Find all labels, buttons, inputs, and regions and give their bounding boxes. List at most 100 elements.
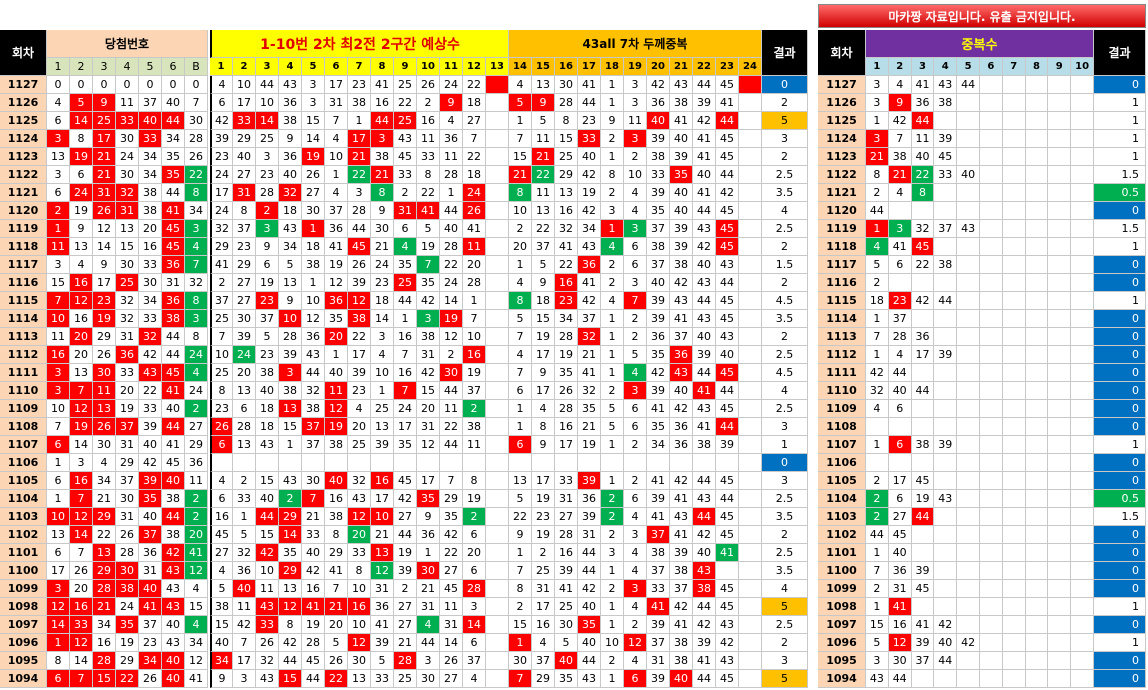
mid-number: 16 bbox=[348, 598, 371, 616]
dup-result: 1 bbox=[1094, 292, 1146, 310]
mid-number: 7 bbox=[394, 346, 417, 364]
win-number: 3 bbox=[70, 454, 93, 472]
dup-number: 45 bbox=[911, 472, 935, 490]
mid-number: 17 bbox=[417, 472, 440, 490]
right-number: 19 bbox=[578, 184, 601, 202]
dup-number bbox=[1025, 94, 1049, 112]
dup-result: 0 bbox=[1094, 400, 1146, 418]
mid-number: 23 bbox=[210, 148, 233, 166]
dup-number bbox=[980, 472, 1003, 490]
dup-number bbox=[1048, 94, 1072, 112]
mid-number: 18 bbox=[256, 400, 279, 418]
dup-number bbox=[980, 670, 1003, 688]
dup-number: 22 bbox=[911, 166, 935, 184]
win-number: 29 bbox=[185, 436, 208, 454]
win-number: 12 bbox=[185, 652, 208, 670]
win-number: 36 bbox=[116, 346, 139, 364]
result: 2 bbox=[762, 328, 808, 346]
right-number: 2 bbox=[601, 508, 624, 526]
mid-number: 1 bbox=[463, 292, 486, 310]
dup-number: 45 bbox=[911, 238, 935, 256]
right-number: 44 bbox=[693, 292, 716, 310]
right-col-header: 19 bbox=[624, 58, 647, 76]
right-number: 43 bbox=[693, 220, 716, 238]
win-number: 24 bbox=[116, 598, 139, 616]
win-number: 3 bbox=[47, 364, 70, 382]
win-number: 26 bbox=[185, 148, 208, 166]
right-number: 1 bbox=[601, 472, 624, 490]
mid-number bbox=[486, 562, 509, 580]
right-number bbox=[693, 454, 716, 472]
right-number: 40 bbox=[555, 652, 578, 670]
mid-number: 24 bbox=[440, 274, 463, 292]
dup-number bbox=[1048, 346, 1072, 364]
dup-number: 7 bbox=[888, 130, 912, 148]
win-number: 11 bbox=[47, 328, 70, 346]
dup-number bbox=[957, 346, 980, 364]
right-number bbox=[739, 94, 762, 112]
mid-number: 34 bbox=[279, 238, 302, 256]
win-number: 40 bbox=[162, 400, 185, 418]
mid-number: 42 bbox=[233, 616, 256, 634]
right-number: 1 bbox=[509, 418, 532, 436]
win-number: 30 bbox=[116, 562, 139, 580]
mid-number bbox=[486, 508, 509, 526]
dup-number: 2 bbox=[866, 508, 889, 526]
win-number: 14 bbox=[70, 526, 93, 544]
dup-number bbox=[957, 580, 980, 598]
win-number: 4 bbox=[185, 364, 208, 382]
right-number: 44 bbox=[693, 598, 716, 616]
header-round: 회차 bbox=[0, 30, 47, 76]
right-number: 43 bbox=[670, 508, 693, 526]
right-number: 15 bbox=[509, 148, 532, 166]
mid-number bbox=[486, 166, 509, 184]
win-number: 4 bbox=[185, 616, 208, 634]
mid-number: 7 bbox=[394, 382, 417, 400]
dup-number bbox=[1002, 562, 1026, 580]
mid-number: 17 bbox=[233, 652, 256, 670]
right-col-header: 21 bbox=[670, 58, 693, 76]
right-col-header: 20 bbox=[647, 58, 670, 76]
mid-number: 27 bbox=[302, 184, 325, 202]
mid-number: 36 bbox=[440, 130, 463, 148]
mid-number: 45 bbox=[440, 580, 463, 598]
mid-number: 4 bbox=[348, 400, 371, 418]
dup-number: 12 bbox=[888, 634, 912, 652]
dup-number bbox=[1025, 130, 1049, 148]
mid-number: 25 bbox=[256, 130, 279, 148]
mid-number: 14 bbox=[279, 526, 302, 544]
result: 2.5 bbox=[762, 490, 808, 508]
right-number: 35 bbox=[647, 202, 670, 220]
dup-number bbox=[980, 382, 1003, 400]
right-number: 39 bbox=[578, 472, 601, 490]
result: 2 bbox=[762, 94, 808, 112]
right-number: 1 bbox=[601, 616, 624, 634]
win-number: 41 bbox=[139, 598, 162, 616]
right-number: 1 bbox=[601, 328, 624, 346]
mid-number: 37 bbox=[463, 652, 486, 670]
right-number: 41 bbox=[716, 544, 739, 562]
win-number: 40 bbox=[139, 436, 162, 454]
dup-number: 44 bbox=[888, 670, 912, 688]
mid-number: 31 bbox=[371, 580, 394, 598]
right-number: 20 bbox=[509, 238, 532, 256]
right-number: 4 bbox=[624, 202, 647, 220]
right-number: 35 bbox=[647, 418, 670, 436]
dup-number: 39 bbox=[934, 436, 958, 454]
mid-number: 17 bbox=[210, 184, 233, 202]
mid-number: 6 bbox=[394, 220, 417, 238]
right-number: 40 bbox=[670, 184, 693, 202]
win-number: 31 bbox=[116, 508, 139, 526]
right-number: 9 bbox=[532, 274, 555, 292]
mid-number: 39 bbox=[394, 562, 417, 580]
mid-col-header: 12 bbox=[463, 58, 486, 76]
right-number: 44 bbox=[578, 94, 601, 112]
right-number: 3 bbox=[601, 202, 624, 220]
win-number: 21 bbox=[93, 166, 116, 184]
mid-number: 9 bbox=[417, 508, 440, 526]
dup-number bbox=[911, 598, 935, 616]
dup-number bbox=[911, 526, 935, 544]
result: 3.5 bbox=[762, 508, 808, 526]
dup-number bbox=[934, 184, 958, 202]
dup-number bbox=[1002, 634, 1026, 652]
